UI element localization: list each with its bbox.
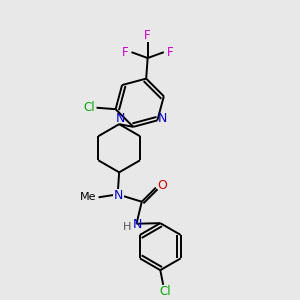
Text: N: N <box>132 218 142 231</box>
Text: F: F <box>144 29 151 42</box>
Text: Cl: Cl <box>160 285 171 298</box>
Text: N: N <box>116 112 125 125</box>
Text: H: H <box>123 222 131 232</box>
Text: F: F <box>122 46 128 59</box>
Text: O: O <box>158 179 167 192</box>
Text: Me: Me <box>80 192 96 202</box>
Text: N: N <box>114 189 123 202</box>
Text: Cl: Cl <box>83 101 95 114</box>
Text: F: F <box>167 46 174 59</box>
Text: N: N <box>158 112 167 125</box>
